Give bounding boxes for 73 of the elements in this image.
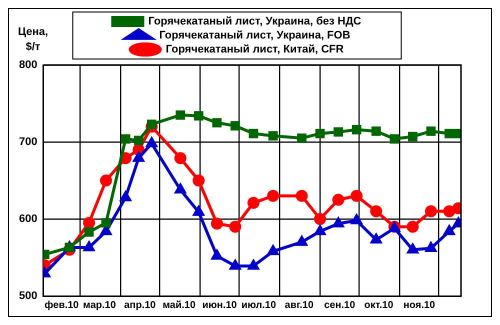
point	[444, 128, 454, 138]
y-tick-label: 600	[18, 213, 38, 226]
point	[334, 127, 343, 137]
point	[332, 218, 344, 228]
point	[134, 136, 144, 146]
point	[83, 216, 96, 229]
point	[64, 242, 74, 252]
point	[350, 190, 363, 202]
point	[408, 132, 418, 142]
point	[314, 225, 326, 236]
point	[314, 213, 326, 225]
point	[212, 118, 222, 128]
point	[297, 133, 306, 143]
point	[194, 111, 204, 120]
point	[390, 134, 400, 144]
point	[296, 190, 308, 202]
point	[230, 121, 240, 131]
point	[268, 245, 278, 256]
point	[426, 126, 436, 136]
point	[120, 191, 131, 202]
point	[248, 128, 258, 138]
y-axis-title: Цена, $/т	[16, 25, 50, 55]
x-tick-label: июл.10	[241, 300, 276, 311]
y-tick-label: 700	[18, 136, 38, 148]
point	[407, 244, 418, 254]
y-tick-label: 800	[18, 59, 38, 72]
x-tick-label: май.10	[162, 300, 196, 311]
x-tick-label: окт.10	[364, 300, 394, 311]
point	[212, 250, 222, 260]
y-tick-label: 500	[18, 290, 38, 302]
legend-label: Горячекатаный лист, Украина, без НДС	[148, 16, 362, 28]
x-tick-label: сен.10	[324, 300, 356, 311]
point	[406, 220, 419, 233]
point	[101, 218, 111, 228]
point	[210, 218, 223, 230]
point	[230, 260, 241, 270]
point	[424, 205, 437, 218]
x-tick-label: ноя.10	[403, 300, 436, 311]
point	[444, 225, 455, 236]
point	[84, 241, 94, 252]
point	[229, 220, 242, 233]
point	[267, 190, 280, 202]
point	[133, 152, 144, 162]
x-tick-label: фев.10	[44, 300, 80, 311]
point	[120, 134, 130, 144]
point	[192, 174, 205, 186]
point	[84, 227, 94, 237]
x-tick-label: апр.10	[124, 300, 156, 311]
point	[315, 128, 325, 138]
point	[174, 184, 186, 194]
point	[268, 131, 278, 141]
point	[176, 110, 186, 120]
x-tick-label: авг.10	[284, 300, 314, 311]
point	[370, 234, 382, 244]
point	[247, 196, 260, 209]
point	[146, 138, 158, 148]
point	[426, 242, 436, 252]
point	[370, 205, 382, 218]
point	[352, 125, 362, 134]
legend-label: Горячекатаный лист, Украина, FOB	[159, 30, 350, 42]
point	[296, 236, 308, 246]
legend-label: Горячекатаный лист, Китай, CFR	[166, 44, 344, 56]
point	[147, 120, 156, 129]
point	[332, 194, 344, 206]
point	[351, 214, 362, 224]
point	[248, 260, 259, 270]
point	[100, 174, 112, 186]
point	[443, 205, 456, 218]
x-tick-label: мар.10	[83, 300, 116, 311]
point	[193, 206, 204, 216]
point	[174, 152, 186, 164]
x-tick-label: июн.10	[202, 300, 238, 311]
point	[371, 126, 381, 136]
